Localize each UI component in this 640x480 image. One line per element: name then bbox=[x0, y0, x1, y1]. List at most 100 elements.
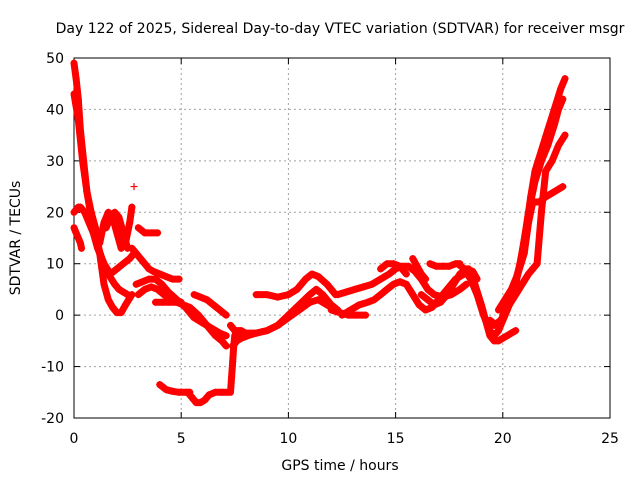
data-point bbox=[507, 285, 515, 293]
data-point bbox=[228, 373, 236, 381]
y-tick-label: 20 bbox=[46, 205, 64, 221]
data-point bbox=[115, 213, 123, 221]
series-sat-q bbox=[229, 296, 340, 350]
data-point bbox=[284, 314, 292, 322]
data-point bbox=[70, 224, 78, 232]
data-point bbox=[87, 208, 95, 216]
series-sat-o bbox=[184, 388, 232, 407]
data-point bbox=[113, 229, 121, 237]
data-point bbox=[222, 342, 230, 350]
series-sat-h bbox=[134, 224, 162, 237]
data-point bbox=[175, 275, 183, 283]
data-point bbox=[555, 141, 563, 149]
data-point bbox=[486, 316, 494, 324]
data-point bbox=[319, 291, 327, 299]
data-point bbox=[128, 203, 136, 211]
y-tick-label: -20 bbox=[41, 411, 64, 427]
data-point bbox=[557, 85, 565, 93]
data-point bbox=[293, 285, 301, 293]
data-point bbox=[495, 306, 503, 314]
data-point bbox=[364, 298, 372, 306]
data-point bbox=[145, 265, 153, 273]
data-point bbox=[164, 298, 172, 306]
data-point bbox=[342, 288, 350, 296]
y-tick-label: 30 bbox=[46, 154, 64, 170]
x-tick-label: 15 bbox=[387, 431, 405, 447]
data-point bbox=[70, 90, 78, 98]
data-point bbox=[130, 183, 138, 191]
data-point bbox=[338, 311, 346, 319]
data-point bbox=[100, 260, 108, 268]
series-line bbox=[128, 244, 183, 283]
data-point bbox=[106, 213, 114, 221]
axis-ticks: 0 5 10 15 20 25 50 40 30 20 10 0 -10 -20 bbox=[41, 51, 619, 447]
data-point bbox=[117, 244, 125, 252]
data-point bbox=[158, 298, 166, 306]
data-point bbox=[203, 296, 211, 304]
data-point bbox=[456, 270, 464, 278]
data-point bbox=[70, 59, 78, 67]
data-point bbox=[233, 337, 241, 345]
data-point bbox=[175, 388, 183, 396]
data-point bbox=[89, 229, 97, 237]
series-line bbox=[134, 224, 162, 237]
chart-title: Day 122 of 2025, Sidereal Day-to-day VTE… bbox=[56, 21, 625, 37]
y-tick-label: 0 bbox=[55, 308, 64, 324]
data-point bbox=[497, 316, 505, 324]
data-point bbox=[205, 391, 213, 399]
data-point bbox=[169, 275, 177, 283]
data-point bbox=[83, 188, 91, 196]
data-point bbox=[274, 293, 282, 301]
data-point bbox=[550, 188, 558, 196]
data-point bbox=[396, 278, 404, 286]
data-point bbox=[184, 388, 192, 396]
y-tick-label: -10 bbox=[41, 360, 64, 376]
data-point bbox=[471, 280, 479, 288]
y-axis-label: SDTVAR / TECUs bbox=[8, 181, 24, 296]
data-point bbox=[147, 229, 155, 237]
data-point bbox=[227, 321, 235, 329]
data-point bbox=[119, 229, 127, 237]
data-point bbox=[212, 332, 220, 340]
data-point bbox=[74, 234, 82, 242]
data-point bbox=[190, 291, 198, 299]
data-point bbox=[312, 285, 320, 293]
data-point bbox=[74, 116, 82, 124]
data-point bbox=[100, 280, 108, 288]
data-point bbox=[383, 260, 391, 268]
data-point bbox=[389, 280, 397, 288]
data-point bbox=[141, 260, 149, 268]
data-point bbox=[145, 275, 153, 283]
data-point bbox=[229, 357, 237, 365]
data-point bbox=[422, 275, 430, 283]
plot-area bbox=[70, 59, 569, 407]
data-point bbox=[85, 219, 93, 227]
data-point bbox=[544, 126, 552, 134]
data-point bbox=[430, 301, 438, 309]
data-point bbox=[76, 239, 84, 247]
series-line bbox=[499, 131, 569, 319]
data-point bbox=[537, 208, 545, 216]
x-axis-label: GPS time / hours bbox=[281, 458, 398, 474]
data-point bbox=[171, 298, 179, 306]
data-point bbox=[134, 291, 142, 299]
data-point bbox=[302, 275, 310, 283]
series-line bbox=[102, 208, 132, 252]
data-point bbox=[81, 208, 89, 216]
data-point bbox=[209, 301, 217, 309]
data-point bbox=[417, 291, 425, 299]
data-point bbox=[154, 285, 162, 293]
data-point bbox=[109, 303, 117, 311]
data-point bbox=[222, 311, 230, 319]
data-point bbox=[201, 396, 209, 404]
data-point bbox=[548, 157, 556, 165]
data-point bbox=[308, 270, 316, 278]
data-point bbox=[186, 303, 194, 311]
series-line bbox=[134, 283, 230, 350]
data-point bbox=[212, 388, 220, 396]
data-point bbox=[141, 285, 149, 293]
data-point bbox=[377, 265, 385, 273]
series-sat-r bbox=[227, 321, 250, 337]
data-point bbox=[111, 208, 119, 216]
